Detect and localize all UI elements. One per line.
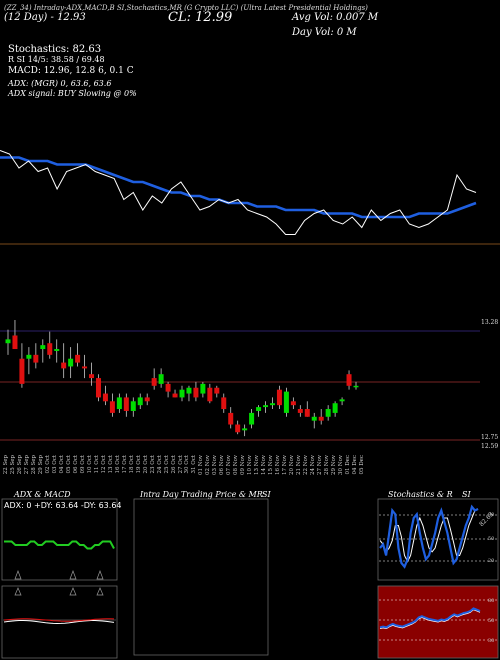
candle-body [263,405,269,408]
si-value: R SI 14/5: 38.58 / 69.48 [8,55,105,64]
candle-body [325,409,331,417]
candle-body [276,389,282,406]
candle-body [256,407,262,411]
stoch-axis-50: 50 [488,536,495,542]
candle-body [346,374,352,386]
stoch-axis-20: 20 [488,558,495,564]
macd-marker-icon [96,587,104,596]
candle-body [12,335,18,350]
stochastics-title: Stochastics & R [388,490,453,499]
candle-body [318,416,324,421]
adx-macd-title: ADX & MACD [14,490,71,499]
candle-body [68,358,74,367]
candle-body [339,399,345,402]
intraday-si-label: SI [262,490,271,499]
stoch-line [379,504,479,569]
candle-body [61,362,67,369]
adx-marker-icon [69,570,77,580]
intraday-title: Intra Day Trading Price & MR [140,490,263,499]
ma-line [0,156,477,219]
candlestick-chart [0,320,480,441]
si-axis-30: 30 [488,638,495,644]
close-price-label: CL: 12.99 [168,10,233,25]
candle-body [200,383,206,394]
close-line [0,150,477,235]
stoch-axis-80: 80 [488,512,495,518]
stochastics-panel [377,498,499,581]
candle-body [130,401,136,411]
candle-body [144,397,150,402]
price-tag-low: 12.59 [481,443,499,450]
candle-body [40,345,46,350]
candle-body [207,387,213,402]
candle-body [137,397,143,406]
candle-body [33,354,39,363]
price-tag-mid: 12.75 [481,434,499,441]
macd-signal-line [3,618,115,622]
candle-body [158,374,164,384]
candle-body [304,409,310,417]
candle-body [242,428,248,431]
candle-body [172,393,178,398]
candle-body [186,387,192,394]
header-line-2: (12 Day) - 12.93 [4,12,86,23]
day-vol-label: Day Vol: 0 M [292,27,357,38]
adx-signal: ADX signal: BUY Slowing @ 0% [8,89,137,98]
si-line [379,607,481,629]
adx-value: ADX: (MGR) 0, 63.6, 63.6 [8,79,112,88]
candle-body [89,374,95,379]
intraday-panel [133,498,269,656]
candle-body [123,397,129,411]
avg-vol-label: Avg Vol: 0.007 M [292,12,379,23]
adx-marker-icon [96,570,104,580]
candle-body [151,378,157,386]
candle-body [269,403,275,406]
stochastics-value: Stochastics: 82.63 [8,44,102,55]
candle-body [26,354,32,359]
adx-line [4,540,115,550]
candle-body [235,424,241,433]
candle-body [54,349,60,351]
price-line-chart [0,150,500,245]
macd-line [3,620,115,625]
candle-body [102,393,108,402]
adx-values-text: ADX: 0 +DY: 63.64 -DY: 63.64 [4,501,122,510]
si-signal-line [379,609,481,629]
adx-panel [1,498,118,581]
candle-body [221,397,227,410]
candle-body [193,387,199,398]
macd-value: MACD: 12.96, 12.8 6, 0.1 C [8,66,134,76]
price-tag-high: 13.28 [481,319,499,326]
macd-marker-icon [14,587,22,596]
adx-marker-icon [14,570,22,580]
candle-body [75,354,81,363]
candle-body [249,412,255,425]
candle-body [47,343,53,355]
candle-body [353,385,359,388]
candle-body [5,339,11,344]
candle-body [82,366,88,369]
si-axis-80: 80 [488,598,495,604]
macd-panel [1,585,118,659]
candle-body [228,412,234,425]
candle-body [95,378,101,398]
candle-body [214,387,220,394]
candle-body [297,409,303,413]
candle-body [283,391,289,413]
header-line-1: (ZZ_34) Intraday-ADX,MACD,B SI,Stochasti… [4,4,368,12]
si-axis-50: 50 [488,618,495,624]
candle-body [109,401,115,413]
candle-body [332,403,338,413]
stochastics-si-label: SI [462,490,471,499]
candle-body [165,383,171,392]
candle-body [116,397,122,410]
macd-marker-icon [69,587,77,596]
candle-body [311,416,317,421]
candle-body [179,389,185,398]
candle-body [19,358,25,384]
candle-body [290,401,296,406]
